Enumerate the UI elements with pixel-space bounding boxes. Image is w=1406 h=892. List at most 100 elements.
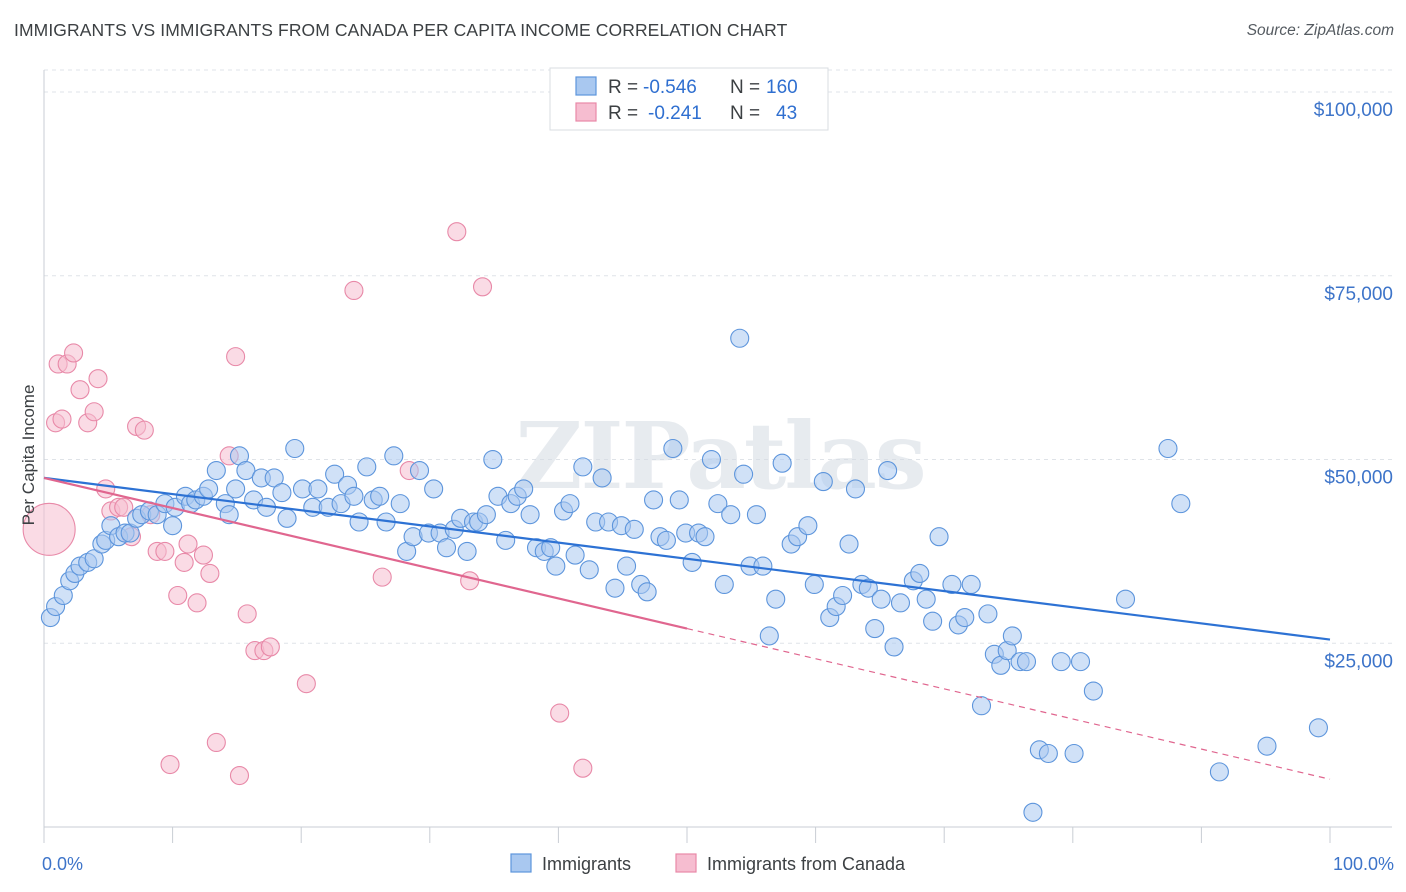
x-tick-label: 100.0% (1333, 854, 1394, 874)
data-point-canada (114, 497, 134, 517)
trend-line-canada (43, 476, 688, 630)
data-point-canada (70, 380, 90, 400)
legend-n-value-1: 160 (766, 77, 798, 98)
data-point-canada (174, 552, 194, 572)
data-point-immigrants (236, 460, 256, 481)
data-point-immigrants (617, 556, 637, 576)
data-point-immigrants (839, 534, 859, 554)
data-point-immigrants (1308, 718, 1328, 738)
data-point-immigrants (865, 619, 885, 639)
data-point-canada (88, 369, 108, 389)
data-point-canada (134, 420, 154, 440)
legend-r-value-1: -0.546 (643, 77, 697, 98)
data-point-immigrants (637, 582, 657, 602)
data-point-immigrants (871, 589, 891, 609)
gridlines (44, 69, 1392, 644)
data-point-immigrants (390, 494, 410, 514)
data-point-immigrants (592, 468, 612, 488)
data-point-immigrants (961, 574, 981, 595)
data-point-immigrants (546, 556, 566, 576)
y-tick-label: $100,000 (1314, 100, 1393, 121)
data-point-immigrants (1070, 652, 1091, 672)
data-point-canada (573, 758, 593, 778)
axes (43, 70, 1392, 843)
data-point-immigrants (573, 457, 593, 477)
data-point-canada (344, 280, 364, 301)
data-point-immigrants (520, 505, 540, 525)
data-point-canada (187, 593, 207, 613)
data-point-canada (64, 343, 84, 363)
data-point-immigrants (565, 545, 585, 565)
data-point-immigrants (370, 486, 390, 506)
data-point-canada (206, 732, 226, 753)
data-point-immigrants (663, 438, 683, 459)
chart-source: Source: ZipAtlas.com (1246, 22, 1394, 39)
bottom-legend-label-immigrants: Immigrants (542, 854, 631, 874)
y-axis-label: Per Capita Income (19, 385, 38, 526)
data-point-immigrants (798, 516, 818, 536)
data-point-immigrants (753, 556, 773, 576)
data-point-immigrants (264, 468, 284, 488)
data-point-immigrants (772, 453, 792, 473)
data-point-immigrants (942, 574, 962, 595)
data-point-immigrants (730, 328, 750, 348)
bottom-legend-swatch-immigrants (510, 853, 532, 873)
data-point-immigrants (682, 552, 702, 572)
x-tick-labels: 0.0% 100.0% (42, 854, 1394, 874)
data-point-immigrants (971, 696, 992, 716)
data-point-immigrants (708, 494, 728, 514)
bottom-legend-label-canada: Immigrants from Canada (707, 854, 906, 874)
data-point-canada (52, 409, 72, 429)
y-tick-label: $25,000 (1324, 651, 1393, 672)
data-point-immigrants (409, 460, 430, 481)
data-point-canada (178, 534, 198, 554)
data-point-immigrants (325, 464, 345, 484)
data-point-immigrants (721, 505, 741, 525)
data-point-canada (229, 766, 250, 786)
legend-n-label-2: N = (730, 103, 760, 124)
data-point-immigrants (457, 541, 477, 561)
data-point-canada (226, 347, 246, 367)
data-point-immigrants (890, 593, 911, 613)
data-point-canada (460, 571, 480, 591)
data-point-canada (84, 402, 104, 422)
data-point-immigrants (624, 519, 644, 539)
data-point-immigrants (285, 438, 305, 459)
data-point-canada (237, 604, 257, 624)
data-point-immigrants (384, 446, 404, 466)
data-point-immigrants (1257, 736, 1277, 756)
data-point-immigrants (804, 574, 824, 595)
data-point-immigrants (701, 449, 721, 470)
data-point-immigrants (277, 508, 297, 528)
data-point-immigrants (878, 460, 898, 481)
legend-swatch-immigrants (575, 76, 597, 96)
data-point-immigrants (605, 578, 625, 598)
y-tick-labels: $25,000 $50,000 $75,000 $100,000 (1314, 100, 1393, 672)
data-point-immigrants (978, 604, 998, 624)
data-point-immigrants (955, 607, 975, 628)
data-point-immigrants (1209, 762, 1229, 782)
chart-title: IMMIGRANTS VS IMMIGRANTS FROM CANADA PER… (14, 20, 788, 40)
data-point-immigrants (483, 449, 503, 470)
data-point-immigrants (308, 479, 328, 499)
data-point-canada (168, 585, 188, 606)
data-point-immigrants (1158, 438, 1178, 459)
legend-n-value-2: 43 (776, 103, 797, 124)
data-point-immigrants (813, 472, 833, 492)
data-point-immigrants (206, 460, 226, 481)
data-point-immigrants (759, 626, 779, 646)
data-point-immigrants (766, 589, 786, 609)
y-tick-label: $75,000 (1324, 284, 1393, 305)
data-point-immigrants (644, 490, 664, 510)
data-point-immigrants (858, 578, 878, 598)
data-point-immigrants (656, 530, 676, 550)
bottom-legend-swatch-canada (675, 853, 697, 873)
data-point-immigrants (226, 479, 246, 499)
data-point-immigrants (695, 527, 715, 547)
data-point-immigrants (272, 483, 292, 503)
data-point-immigrants (163, 516, 183, 536)
trend-line-canada-extension (686, 627, 1331, 780)
legend-swatch-canada (575, 102, 597, 122)
legend-box: R = -0.546 N = 160 R = -0.241 N = 43 (549, 67, 829, 131)
